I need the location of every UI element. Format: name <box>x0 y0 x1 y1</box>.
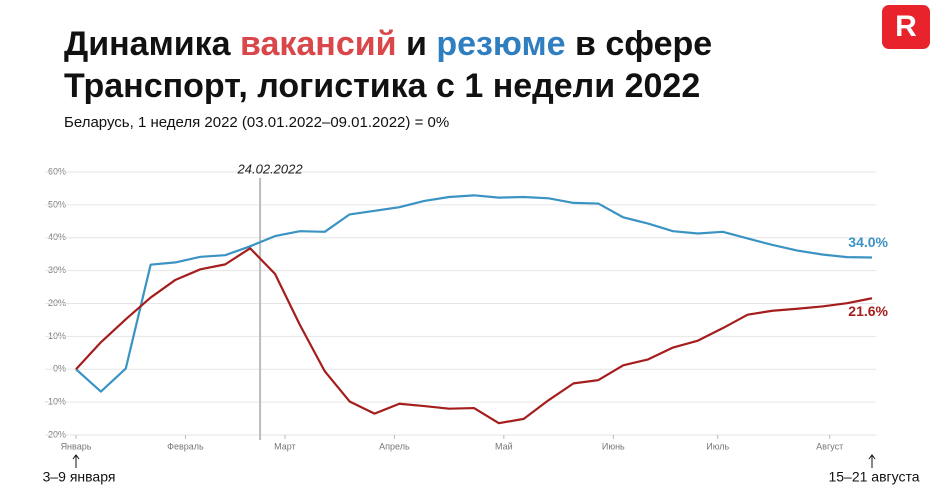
x-tick-label: Февраль <box>167 441 204 451</box>
annotation-arrow <box>868 454 876 468</box>
y-tick-label: 40% <box>48 232 66 242</box>
x-tick-label: Январь <box>61 441 92 451</box>
logo <box>882 5 930 49</box>
event-label: 24.02.2022 <box>237 161 304 176</box>
series-line <box>75 247 873 425</box>
y-tick-label: -10% <box>45 397 66 407</box>
annotation-label: 3–9 января <box>43 469 116 485</box>
chart-subtitle: Беларусь, 1 неделя 2022 (03.01.2022–09.0… <box>64 114 449 131</box>
logo-letter: R <box>895 10 917 43</box>
x-tick-label: Июнь <box>602 441 625 451</box>
annotation-label: 15–21 августа <box>828 469 919 485</box>
title-segment: резюме <box>436 25 565 63</box>
y-tick-label: -20% <box>45 429 66 439</box>
title-segment: Динамика <box>64 25 240 63</box>
y-tick-label: 0% <box>53 364 66 374</box>
y-tick-label: 60% <box>48 166 66 176</box>
x-tick-label: Август <box>816 441 843 451</box>
title-segment: и <box>397 25 437 63</box>
y-tick-label: 30% <box>48 265 66 275</box>
x-tick-label: Июль <box>706 441 729 451</box>
x-tick-label: Март <box>274 441 296 451</box>
value-label: 21.6% <box>848 303 888 319</box>
chart-title: Транспорт, логистика с 1 недели 2022 <box>64 67 700 105</box>
y-tick-label: 10% <box>48 331 66 341</box>
x-tick-label: Апрель <box>379 441 410 451</box>
title-segment: в сфере <box>566 25 713 63</box>
series-line <box>75 194 873 393</box>
y-tick-label: 20% <box>48 298 66 308</box>
title-segment: вакансий <box>240 25 397 63</box>
value-label: 34.0% <box>848 234 888 250</box>
chart-title: Динамика вакансий и резюме в сфере <box>64 25 712 63</box>
x-tick-label: Май <box>495 441 513 451</box>
title-segment: Транспорт, логистика с 1 недели 2022 <box>64 67 700 105</box>
y-tick-label: 50% <box>48 199 66 209</box>
annotation-arrow <box>72 454 80 468</box>
